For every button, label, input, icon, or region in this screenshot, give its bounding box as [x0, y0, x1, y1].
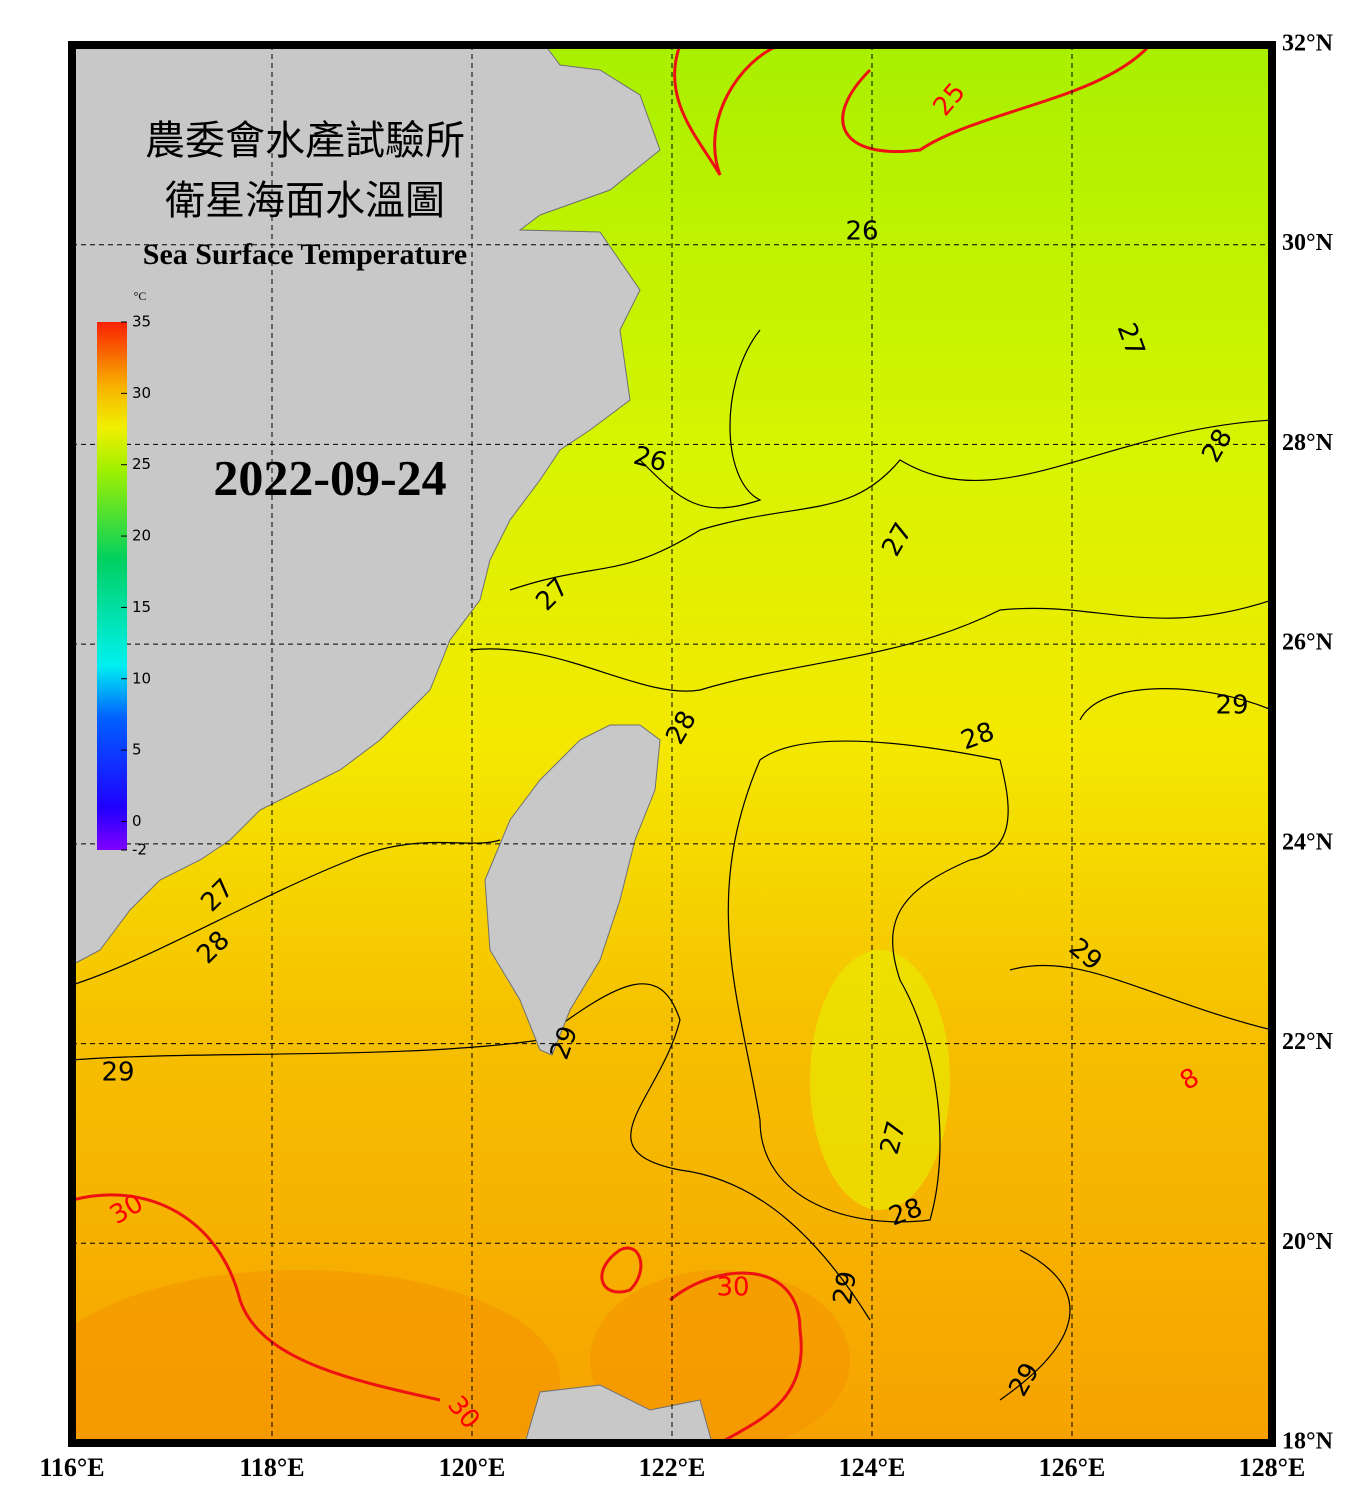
- colorbar-tick-label: 0: [132, 812, 142, 830]
- lon-label: 128°E: [1239, 1453, 1306, 1482]
- lat-label: 30°N: [1282, 230, 1334, 256]
- contour: [999, 1249, 1071, 1401]
- lon-label: 124°E: [839, 1453, 906, 1482]
- contour: [509, 419, 1272, 591]
- lon-label: 120°E: [439, 1453, 506, 1482]
- luzon: [524, 1384, 713, 1443]
- grid: [72, 45, 1272, 1443]
- date: 2022-09-24: [213, 449, 446, 505]
- colorbar-tick-label: 15: [132, 598, 151, 616]
- lat-label: 28°N: [1282, 430, 1334, 456]
- mainland: [72, 45, 661, 966]
- contour: [639, 329, 762, 509]
- contour-label: 30: [716, 1273, 749, 1303]
- cool-patch: [810, 950, 950, 1210]
- colorbar-unit: °C: [134, 289, 147, 303]
- contour-label: 29: [1215, 691, 1248, 721]
- contour: [669, 1271, 803, 1443]
- lat-label: 32°N: [1282, 31, 1334, 57]
- title-zh: 衛星海面水溫圖: [165, 178, 445, 223]
- lat-label: 18°N: [1282, 1429, 1334, 1455]
- contour: [841, 45, 1152, 153]
- land: [72, 45, 713, 1443]
- lon-label: 126°E: [1039, 1453, 1106, 1482]
- contour: [600, 1246, 643, 1294]
- contour-label: 29: [828, 1269, 863, 1307]
- colorbar-tick-label: -2: [132, 841, 147, 859]
- colorbar-tick-label: 20: [132, 527, 151, 545]
- colorbar-tick-label: 5: [132, 741, 142, 759]
- contour: [673, 45, 781, 176]
- contour: [72, 839, 501, 986]
- contour-label: 26: [845, 217, 878, 247]
- contour: [72, 983, 871, 1321]
- lon-label: 122°E: [639, 1453, 706, 1482]
- contour: [727, 740, 1009, 1223]
- contours: [72, 329, 1272, 1401]
- contour: [469, 599, 1272, 692]
- contour: [1079, 688, 1272, 721]
- colorbar: [97, 322, 127, 850]
- title-zh: 農委會水產試驗所: [145, 118, 465, 163]
- colorbar-tick-label: 30: [132, 384, 151, 402]
- lon-label: 116°E: [39, 1453, 104, 1482]
- lat-label: 20°N: [1282, 1229, 1334, 1255]
- taiwan: [484, 724, 661, 1056]
- contour: [1009, 964, 1272, 1031]
- colorbar-tick-label: 25: [132, 455, 151, 473]
- lat-label: 24°N: [1282, 829, 1334, 855]
- contours-red: [72, 45, 1152, 1443]
- lon-label: 118°E: [239, 1453, 304, 1482]
- warm-patch: [590, 1270, 850, 1443]
- lat-label: 22°N: [1282, 1029, 1334, 1055]
- frame: [68, 41, 1276, 1447]
- colorbar-tick-label: 35: [132, 313, 151, 331]
- lat-label: 26°N: [1282, 630, 1334, 656]
- colorbar-tick-label: 10: [132, 669, 151, 687]
- contour: [72, 1193, 441, 1402]
- contour-label: 29: [101, 1058, 134, 1088]
- title-en: Sea Surface Temperature: [143, 238, 467, 271]
